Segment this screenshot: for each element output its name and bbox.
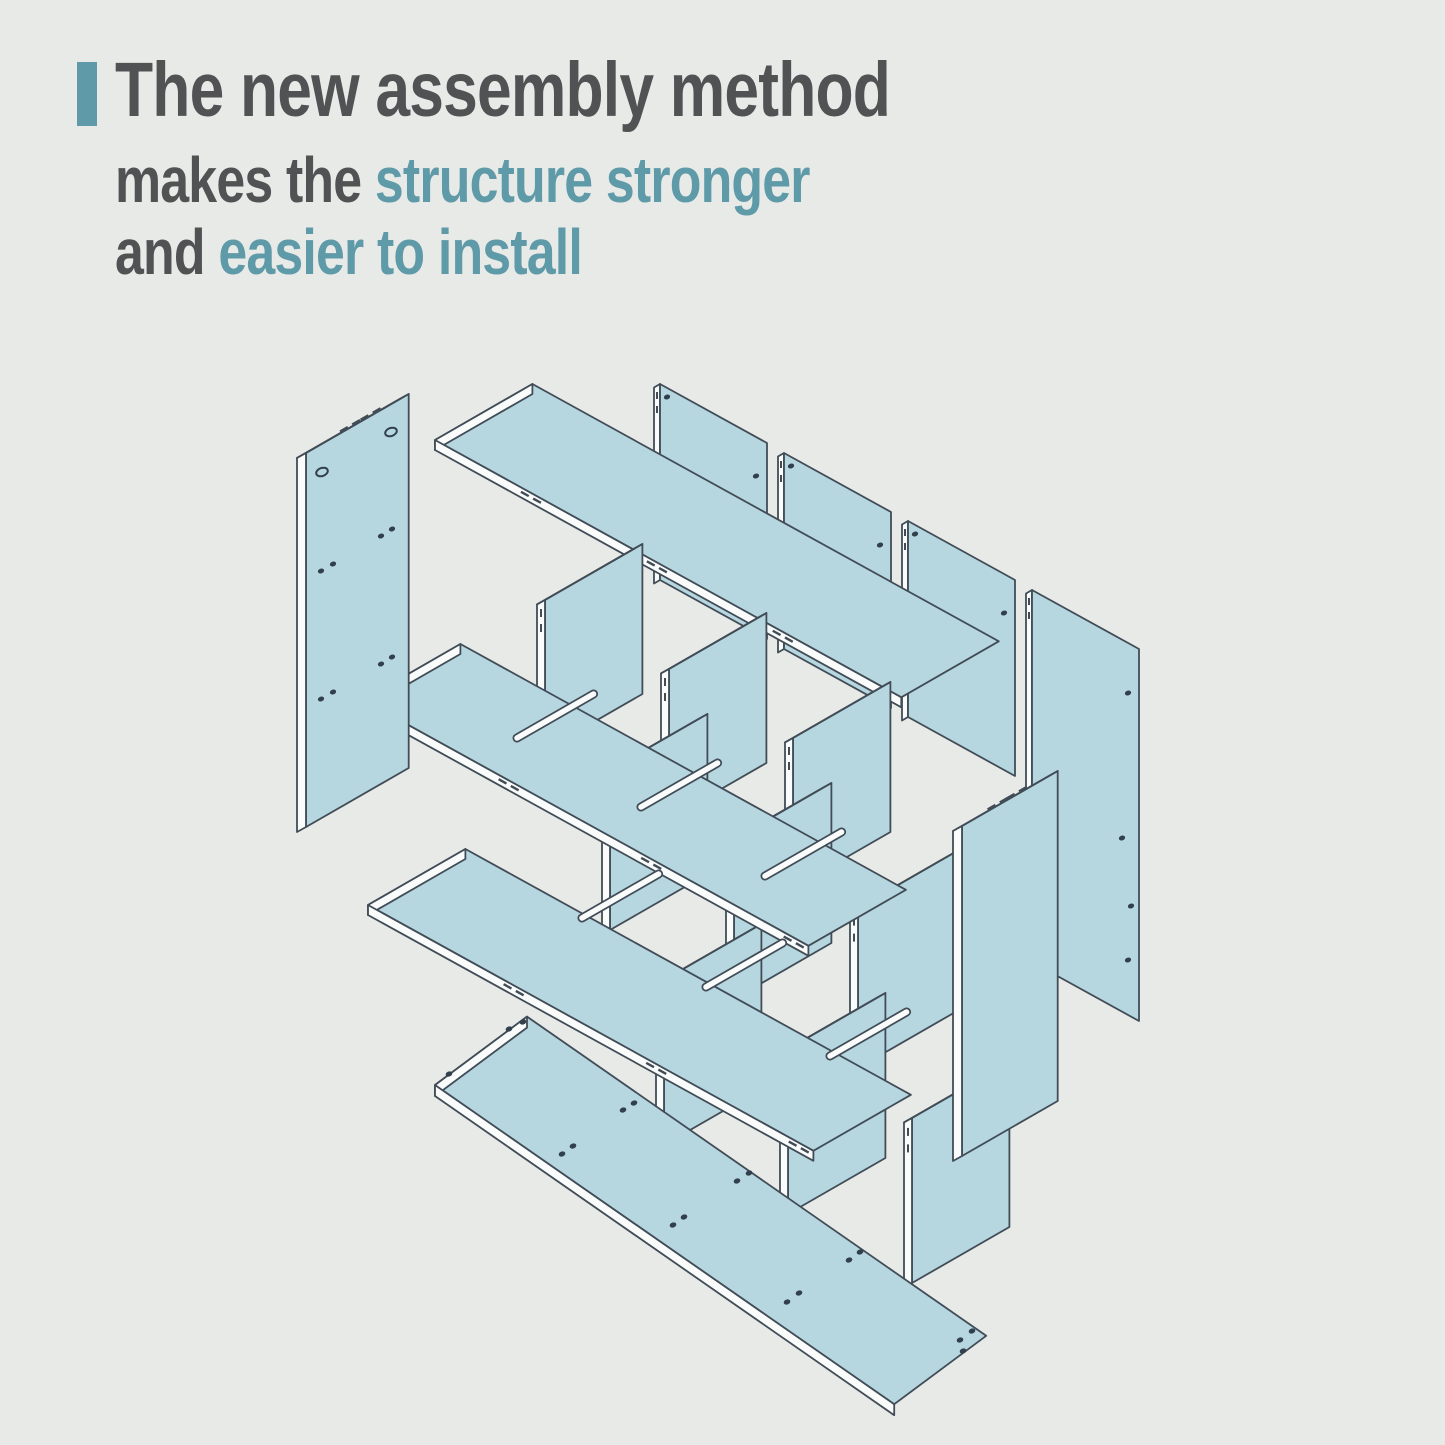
- headline-line3: and easier to install: [115, 215, 583, 288]
- accent-bar: [77, 62, 97, 126]
- middle-shelf-lower: [367, 848, 912, 1162]
- dowel-6: [825, 1007, 912, 1061]
- bottom-panel: [434, 1015, 988, 1417]
- headline-line1: The new assembly method: [115, 47, 891, 133]
- headline: The new assembly method makes the struct…: [77, 52, 1215, 288]
- dowel-4: [577, 869, 664, 923]
- headline-text: The new assembly method makes the struct…: [115, 52, 1006, 288]
- dowel-1: [512, 689, 599, 743]
- top-panel: [434, 383, 1000, 709]
- dowel-2: [636, 758, 723, 812]
- headline-line2: makes the structure stronger: [115, 144, 810, 216]
- left-side-panel: [296, 393, 410, 833]
- right-side-panel: [952, 770, 1059, 1162]
- dowel-5: [701, 938, 788, 992]
- dowel-3: [760, 827, 847, 881]
